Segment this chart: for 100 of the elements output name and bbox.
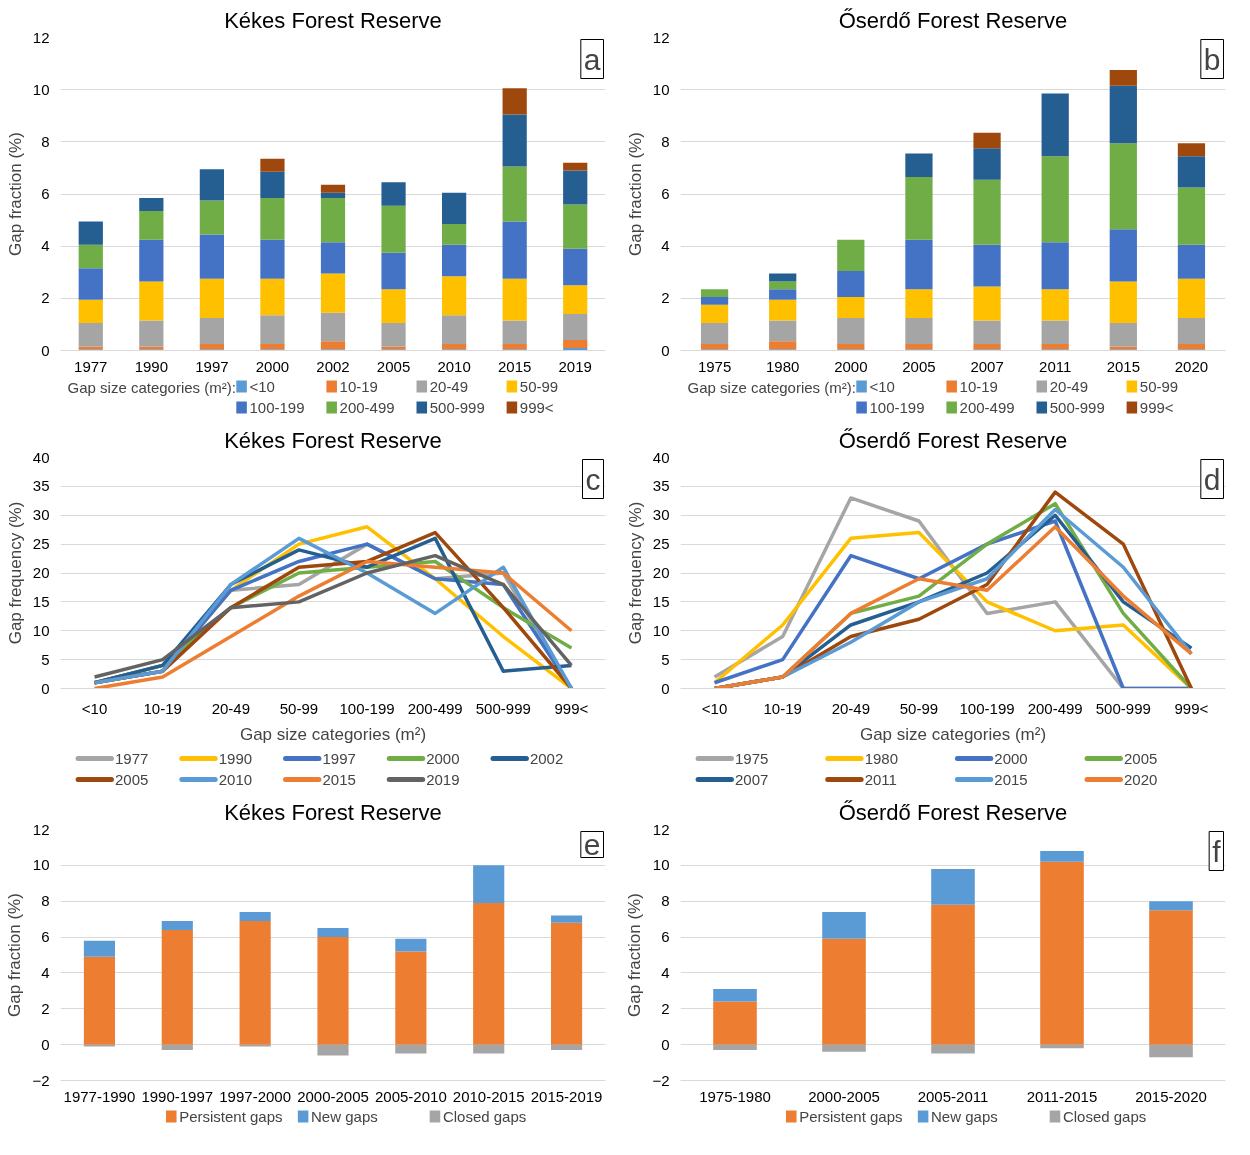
legend-title: Gap size categories (m²): xyxy=(687,378,856,396)
y-tick-label: 4 xyxy=(661,963,670,981)
y-tick-label: 0 xyxy=(41,679,50,697)
x-axis-title: Gap size categories (m²) xyxy=(239,724,427,744)
x-tick-label: 2020 xyxy=(1174,357,1209,375)
x-tick-label: 1977-1990 xyxy=(63,1087,136,1105)
x-tick-label: 1977 xyxy=(74,357,108,375)
x-tick-label: 50-99 xyxy=(279,699,319,717)
x-tick-label: 1975 xyxy=(697,357,732,375)
y-tick-label: 8 xyxy=(41,132,50,150)
legend-label: 200-499 xyxy=(339,398,395,416)
chart-title: Őserdő Forest Reserve xyxy=(838,799,1068,825)
x-tick-label: 10-19 xyxy=(143,699,182,717)
y-tick-label: 25 xyxy=(652,535,670,553)
legend-label: 2019 xyxy=(426,770,460,788)
legend-label: New gaps xyxy=(311,1108,378,1125)
y-tick-label: −2 xyxy=(32,1071,50,1089)
y-tick-label: 40 xyxy=(32,448,50,466)
legend-label: 2005 xyxy=(1123,749,1158,767)
legend-label: 1997 xyxy=(322,749,356,767)
y-tick-label: 12 xyxy=(32,28,50,46)
legend-label: 20-49 xyxy=(1049,377,1089,395)
y-tick-label: 2 xyxy=(41,289,50,307)
y-tick-label: 10 xyxy=(32,856,50,874)
x-tick-label: 999< xyxy=(1174,699,1209,717)
x-tick-label: 1975-1980 xyxy=(699,1087,771,1105)
y-tick-label: 12 xyxy=(652,28,670,46)
y-axis-title: Gap fraction (%) xyxy=(5,893,25,1017)
y-tick-label: 12 xyxy=(32,820,50,838)
legend-label: 2005 xyxy=(115,770,149,788)
x-tick-label: 50-99 xyxy=(899,699,939,717)
y-tick-label: 6 xyxy=(41,928,50,946)
x-tick-label: 2005 xyxy=(902,357,936,375)
x-tick-label: 200-499 xyxy=(407,699,463,717)
x-tick-label: 2000 xyxy=(255,357,290,375)
y-axis-title: Gap fraction (%) xyxy=(5,132,25,256)
y-tick-label: 5 xyxy=(661,650,670,668)
legend-label: 2007 xyxy=(735,770,769,788)
legend-label: 100-199 xyxy=(869,398,925,416)
y-tick-label: 15 xyxy=(652,592,670,610)
annotation: e xyxy=(583,827,601,861)
y-axis-title: Gap fraction (%) xyxy=(625,893,645,1017)
y-tick-label: 30 xyxy=(32,506,50,524)
legend-label: 10-19 xyxy=(959,377,998,395)
legend-label: 2002 xyxy=(529,749,564,767)
x-tick-label: 200-499 xyxy=(1027,699,1083,717)
y-tick-label: 20 xyxy=(652,564,670,581)
x-tick-label: 2002 xyxy=(316,357,350,375)
x-tick-label: 2011-2015 xyxy=(1026,1087,1098,1105)
legend-label: 1975 xyxy=(735,749,769,767)
annotation: b xyxy=(1203,42,1221,76)
legend-label: Closed gaps xyxy=(442,1108,527,1125)
y-tick-label: 4 xyxy=(41,237,50,255)
y-tick-label: 15 xyxy=(32,592,50,610)
legend-label: Persistent gaps xyxy=(179,1108,283,1125)
legend-label: 20-49 xyxy=(429,377,469,395)
y-axis-title: Gap fraction (%) xyxy=(625,132,645,256)
legend-label: 200-499 xyxy=(959,398,1015,416)
y-tick-label: 10 xyxy=(32,80,50,98)
legend-label: <10 xyxy=(869,378,895,395)
x-tick-label: 2011 xyxy=(1039,357,1072,375)
x-tick-label: 10-19 xyxy=(763,699,802,717)
y-tick-label: 0 xyxy=(661,679,670,697)
legend-label: 1977 xyxy=(115,749,149,767)
annotation: f xyxy=(1212,834,1222,868)
legend-label: 999< xyxy=(1139,399,1174,416)
x-tick-label: 2005-2011 xyxy=(917,1087,989,1105)
y-tick-label: 2 xyxy=(41,999,50,1017)
y-tick-label: 0 xyxy=(41,341,50,359)
legend-label: 2020 xyxy=(1123,770,1158,788)
annotation: a xyxy=(583,42,601,76)
y-tick-label: 2 xyxy=(661,289,670,307)
legend-label: New gaps xyxy=(931,1108,998,1125)
x-tick-label: 1980 xyxy=(766,357,800,375)
x-tick-label: 2015-2019 xyxy=(530,1087,603,1105)
y-tick-label: 10 xyxy=(32,621,50,639)
y-tick-label: 35 xyxy=(32,477,50,495)
y-tick-label: 8 xyxy=(661,132,670,150)
legend-label: 2015 xyxy=(322,770,356,788)
x-tick-label: 500-999 xyxy=(475,699,531,717)
legend-label: 50-99 xyxy=(519,377,559,395)
legend-label: 2011 xyxy=(864,770,897,788)
legend-label: 1990 xyxy=(218,749,253,767)
legend-title: Gap size categories (m²): xyxy=(67,378,236,396)
x-tick-label: 2007 xyxy=(970,357,1004,375)
y-tick-label: 0 xyxy=(41,1035,50,1053)
x-tick-label: 2010-2015 xyxy=(452,1087,525,1105)
y-tick-label: 12 xyxy=(652,820,670,838)
y-axis-title: Gap frequency (%) xyxy=(625,501,645,645)
chart-title: Őserdő Forest Reserve xyxy=(838,7,1068,33)
legend-label: 10-19 xyxy=(339,377,378,395)
y-tick-label: 35 xyxy=(652,477,670,495)
chart-title: Őserdő Forest Reserve xyxy=(838,427,1068,453)
y-tick-label: 4 xyxy=(661,237,670,255)
x-tick-label: 1990-1997 xyxy=(141,1087,214,1105)
y-tick-label: 40 xyxy=(652,448,670,466)
x-tick-label: 2000-2005 xyxy=(808,1087,880,1105)
y-tick-label: 6 xyxy=(661,928,670,946)
y-tick-label: 6 xyxy=(41,185,50,202)
y-tick-label: 30 xyxy=(652,506,670,524)
